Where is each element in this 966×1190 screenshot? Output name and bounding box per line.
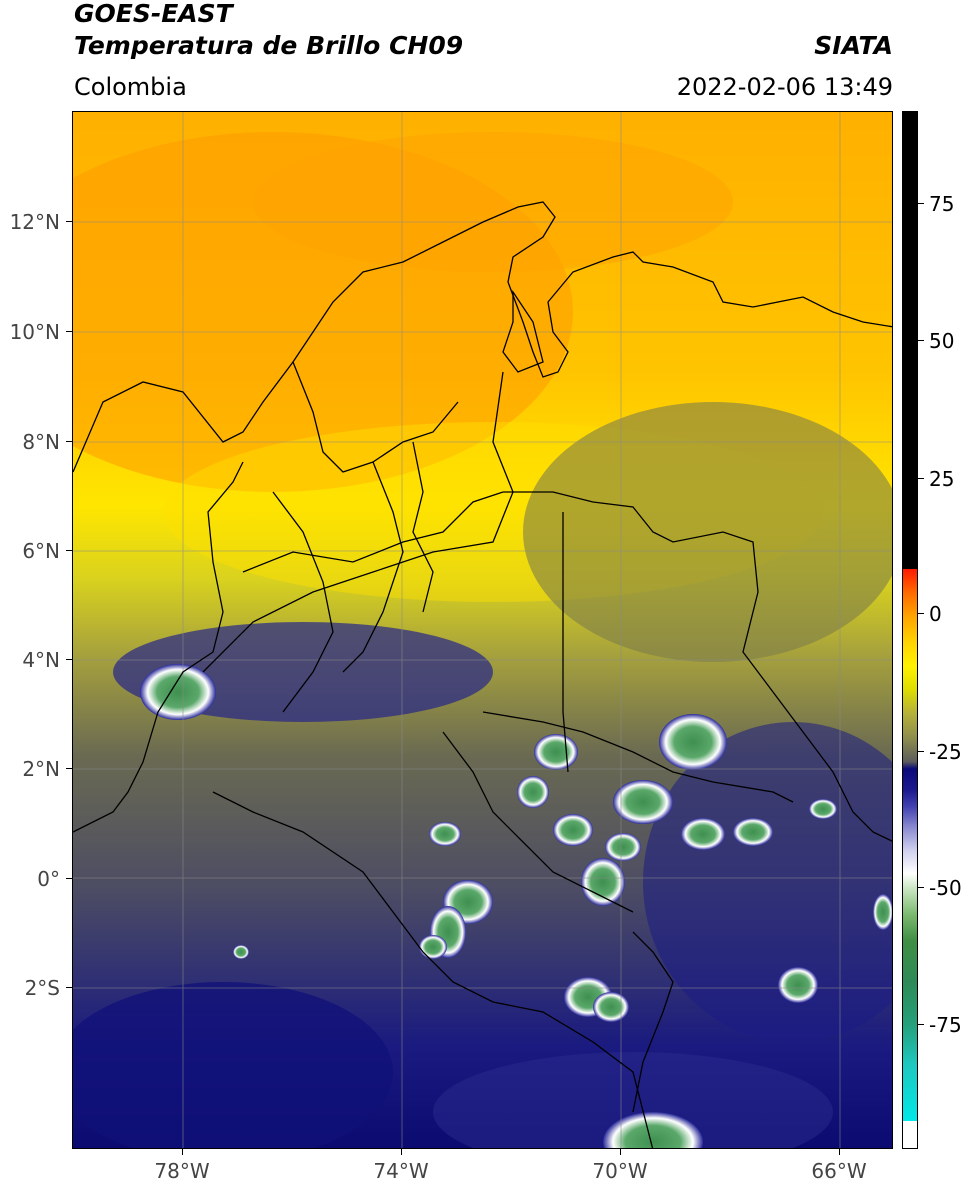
- lat-tick: [66, 768, 72, 769]
- lat-label: 0°: [37, 867, 60, 891]
- colorbar-label: -75: [929, 1013, 962, 1037]
- colorbar-tick: [918, 1024, 924, 1025]
- colorbar-tick: [918, 340, 924, 341]
- lon-tick: [182, 1149, 183, 1155]
- lat-tick: [66, 441, 72, 442]
- lon-label: 70°W: [592, 1159, 648, 1183]
- lat-label: 8°N: [22, 430, 60, 454]
- convective-cells: [140, 664, 892, 1148]
- lon-tick: [839, 1149, 840, 1155]
- lat-label: 2°S: [24, 976, 60, 1000]
- colorbar-label: 50: [929, 329, 955, 353]
- map-canvas: [73, 112, 892, 1148]
- colorbar-label: -50: [929, 876, 962, 900]
- datetime-label: 2022-02-06 13:49: [676, 73, 893, 101]
- lat-tick: [66, 659, 72, 660]
- colorbar-label: 75: [929, 192, 955, 216]
- lon-label: 66°W: [811, 1159, 867, 1183]
- lat-tick: [66, 221, 72, 222]
- colorbar-tick: [918, 887, 924, 888]
- colorbar-tick: [918, 751, 924, 752]
- colorbar-label: 25: [929, 467, 955, 491]
- region-label: Colombia: [74, 73, 187, 101]
- satellite-map[interactable]: [72, 111, 893, 1149]
- lat-label: 10°N: [9, 320, 60, 344]
- colorbar-label: 0: [929, 602, 942, 626]
- colorbar: [902, 111, 918, 1149]
- colorbar-label: -25: [929, 740, 962, 764]
- lat-label: 12°N: [9, 210, 60, 234]
- graticule: [73, 112, 892, 1148]
- satellite-title: GOES-EAST: [74, 0, 233, 28]
- lat-label: 2°N: [22, 757, 60, 781]
- lat-tick: [66, 987, 72, 988]
- lon-tick: [401, 1149, 402, 1155]
- colorbar-tick: [918, 613, 924, 614]
- lat-tick: [66, 550, 72, 551]
- lat-tick: [66, 331, 72, 332]
- boundaries: [73, 201, 892, 1148]
- product-title: Temperatura de Brillo CH09: [74, 31, 464, 60]
- lon-tick: [620, 1149, 621, 1155]
- lat-label: 6°N: [22, 539, 60, 563]
- colorbar-tick: [918, 203, 924, 204]
- lon-label: 74°W: [373, 1159, 429, 1183]
- source-label: SIATA: [814, 31, 893, 60]
- lon-label: 78°W: [154, 1159, 210, 1183]
- lat-tick: [66, 878, 72, 879]
- colorbar-tick: [918, 478, 924, 479]
- lat-label: 4°N: [22, 648, 60, 672]
